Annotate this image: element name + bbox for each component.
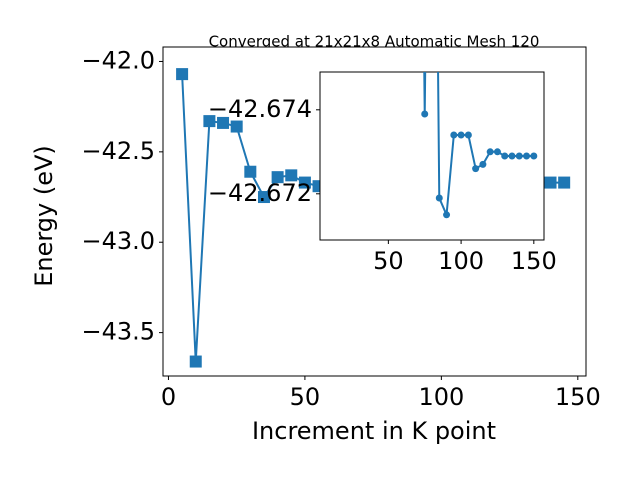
point [421, 110, 429, 118]
point [457, 131, 465, 139]
chart-title: Converged at 21x21x8 Automatic Mesh 120 [209, 33, 540, 51]
y-tick-label: −42.0 [81, 46, 155, 74]
y-axis-label: Energy (eV) [30, 145, 58, 287]
point [493, 148, 501, 156]
y-tick-label: −42.674 [208, 95, 312, 123]
x-tick-label: 150 [511, 247, 557, 275]
point [217, 116, 230, 129]
x-tick-label: 150 [555, 383, 601, 411]
point [189, 355, 202, 368]
x-tick-label: 100 [438, 247, 484, 275]
plot-content [421, 72, 538, 219]
point [479, 160, 487, 168]
point [443, 211, 451, 219]
point [230, 120, 243, 133]
point [450, 131, 458, 139]
x-tick-label: 50 [290, 383, 321, 411]
point [176, 68, 189, 81]
x-tick-label: 100 [418, 383, 464, 411]
point [544, 176, 557, 189]
x-tick-label: 0 [161, 383, 176, 411]
x-tick-label: 50 [373, 247, 404, 275]
y-tick-label: −42.672 [208, 179, 312, 207]
point [523, 152, 531, 160]
point [515, 152, 523, 160]
y-tick-label: −43.0 [81, 227, 155, 255]
y-tick-label: −43.5 [81, 318, 155, 346]
point [285, 169, 298, 182]
point [486, 148, 494, 156]
point [298, 176, 311, 189]
point [464, 131, 472, 139]
point [435, 194, 443, 202]
point [472, 165, 480, 173]
point [530, 152, 538, 160]
x-axis-label: Increment in K point [252, 417, 496, 445]
y-tick-label: −42.5 [81, 137, 155, 165]
point [244, 165, 257, 178]
point [203, 115, 216, 128]
point [271, 171, 284, 184]
point [558, 176, 571, 189]
point [501, 152, 509, 160]
point [257, 191, 270, 204]
point [508, 152, 516, 160]
